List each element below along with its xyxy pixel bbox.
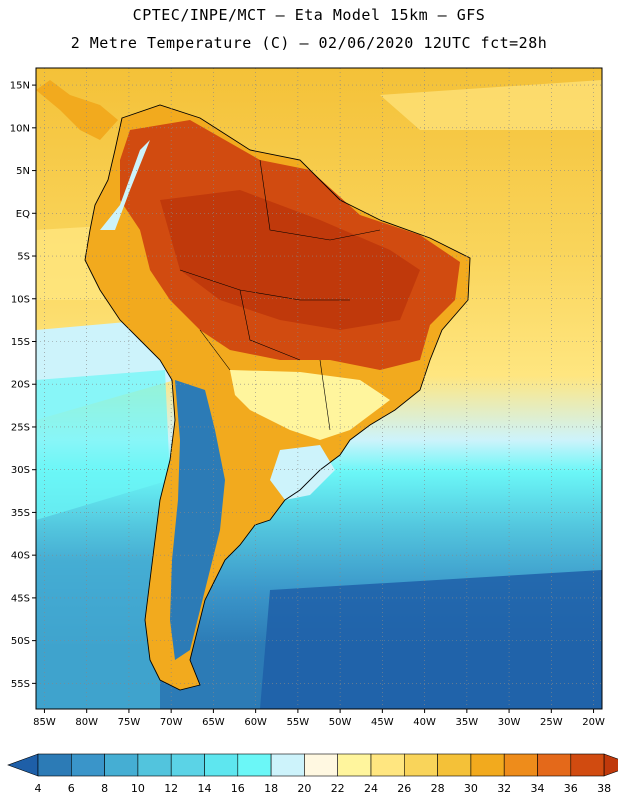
- colorbar-segment: [370, 753, 405, 777]
- colorbar-segment: [104, 753, 139, 777]
- lat-label: 25S: [11, 422, 30, 433]
- colorbar-tick-label: 14: [198, 782, 212, 795]
- lon-label: 60W: [244, 717, 267, 728]
- lat-label: 5N: [16, 166, 30, 177]
- lon-label: 70W: [160, 717, 183, 728]
- grid-lines: [36, 68, 602, 709]
- lat-label: EQ: [16, 209, 30, 220]
- colorbar-arrow-right: [603, 753, 618, 777]
- map-title-line2: 2 Metre Temperature (C) – 02/06/2020 12U…: [70, 34, 548, 52]
- lon-label: 55W: [287, 717, 310, 728]
- colorbar-segment: [71, 753, 105, 777]
- map-frame: [35, 67, 603, 710]
- lon-label: 35W: [456, 717, 479, 728]
- lat-label: 55S: [11, 679, 30, 690]
- lon-label: 20W: [582, 717, 605, 728]
- lon-label: 65W: [202, 717, 225, 728]
- lon-label: 75W: [118, 717, 141, 728]
- lat-label: 15S: [11, 337, 30, 348]
- lat-label: 20S: [11, 380, 30, 391]
- colorbar-segment: [570, 753, 605, 777]
- colorbar-tick-label: 26: [397, 782, 411, 795]
- lon-label: 45W: [371, 717, 394, 728]
- lat-label: 35S: [11, 508, 30, 519]
- colorbar-tick-label: 28: [431, 782, 445, 795]
- lat-label: 50S: [11, 636, 30, 647]
- colorbar-tick-label: 12: [164, 782, 178, 795]
- colorbar-segment: [337, 753, 372, 777]
- colorbar-segment: [403, 753, 438, 777]
- lon-label: 50W: [329, 717, 352, 728]
- colorbar-segment: [37, 753, 72, 777]
- colorbar-segment: [437, 753, 472, 777]
- colorbar: [7, 753, 618, 777]
- country-borders: [179, 159, 381, 431]
- colorbar-segment: [537, 753, 572, 777]
- colorbar-tick-label: 38: [597, 782, 611, 795]
- colorbar-tick-label: 36: [564, 782, 578, 795]
- colorbar-tick-label: 30: [464, 782, 478, 795]
- colorbar-tick-label: 24: [364, 782, 378, 795]
- colorbar-segment: [170, 753, 205, 777]
- colorbar-segment: [237, 753, 272, 777]
- colorbar-tick-label: 16: [231, 782, 245, 795]
- colorbar-segment: [503, 753, 538, 777]
- lat-label: 30S: [11, 465, 30, 476]
- colorbar-tick-label: 4: [35, 782, 42, 795]
- lat-label: 10N: [10, 123, 30, 134]
- colorbar-tick-label: 32: [497, 782, 511, 795]
- colorbar-tick-label: 20: [297, 782, 311, 795]
- longitude-labels: 85W 80W 75W 70W 65W 60W 55W 50W 45W 40W 35W 30W 25W 2…: [33, 709, 605, 728]
- colorbar-tick-label: 10: [131, 782, 145, 795]
- coastline: [84, 104, 471, 691]
- colorbar-tick-label: 34: [531, 782, 545, 795]
- lat-label: 5S: [17, 252, 30, 263]
- colorbar-segment: [470, 753, 505, 777]
- map-title-line1: CPTEC/INPE/MCT – Eta Model 15km – GFS: [132, 6, 486, 24]
- colorbar-segment: [137, 753, 172, 777]
- lon-label: 40W: [413, 717, 436, 728]
- colorbar-segment: [304, 753, 338, 777]
- lat-label: 40S: [11, 551, 30, 562]
- lon-label: 80W: [75, 717, 98, 728]
- colorbar-segment: [270, 753, 305, 777]
- lat-label: 10S: [11, 294, 30, 305]
- colorbar-segment: [204, 753, 239, 777]
- colorbar-tick-label: 22: [331, 782, 345, 795]
- lat-label: 45S: [11, 593, 30, 604]
- latitude-labels: 15N 10N 5N EQ 5S 10S 15S 20S 25S 30S 35S 40S 45S 50S 5…: [10, 81, 36, 690]
- lon-label: 85W: [33, 717, 56, 728]
- colorbar-tick-label: 18: [264, 782, 278, 795]
- colorbar-labels: 4 6 8 10 12 14 16 18 20 22 24 26 28 30 32 34 36 38: [35, 782, 612, 795]
- lat-label: 15N: [10, 81, 30, 92]
- lon-label: 25W: [540, 717, 563, 728]
- colorbar-arrow-left: [7, 753, 39, 777]
- colorbar-tick-label: 6: [68, 782, 75, 795]
- lon-label: 30W: [498, 717, 521, 728]
- colorbar-tick-label: 8: [101, 782, 108, 795]
